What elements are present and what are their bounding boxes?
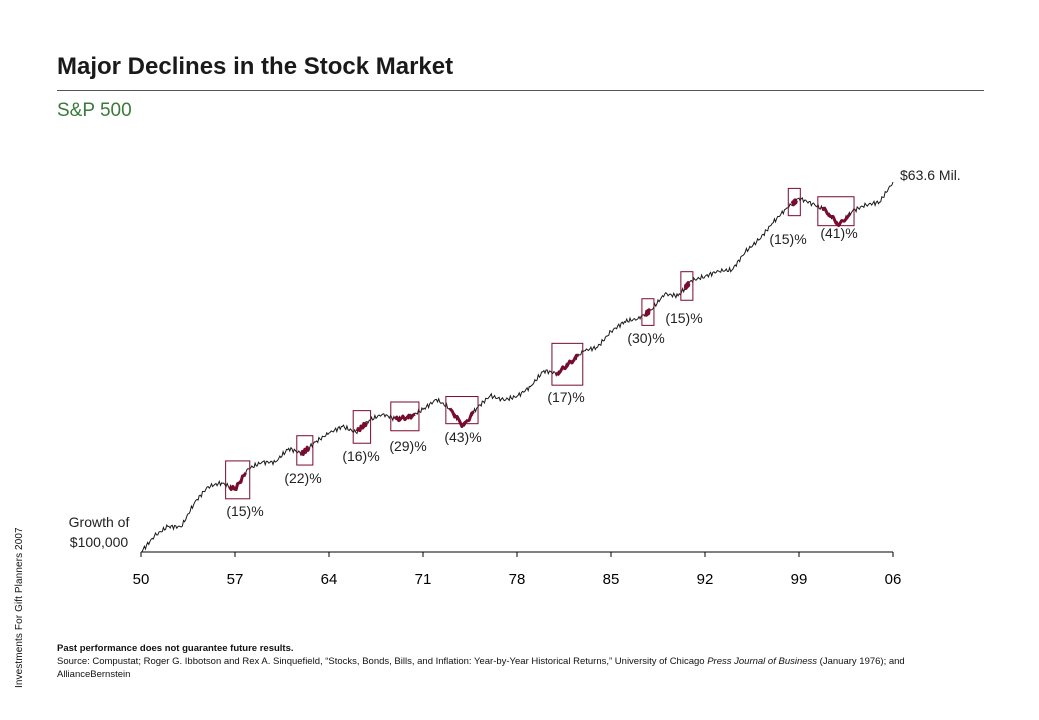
decline-box	[390, 401, 420, 432]
footer-disclaimer: Past performance does not guarantee futu…	[57, 643, 294, 654]
decline-label: (43)%	[444, 429, 481, 445]
sp500-series-line	[140, 181, 894, 553]
decline-segment	[555, 353, 579, 376]
decline-segment	[821, 206, 852, 227]
decline-label: (41)%	[820, 225, 857, 241]
chart-subtitle: S&P 500	[57, 100, 132, 121]
decline-label: (22)%	[284, 470, 321, 486]
decline-segment	[683, 281, 691, 290]
footer: Past performance does not guarantee futu…	[57, 642, 977, 681]
decline-segment	[790, 198, 798, 207]
x-tick-label: 64	[321, 571, 338, 588]
start-value-label: Growth of	[69, 514, 130, 530]
decline-box	[680, 271, 694, 301]
end-value-label: $63.6 Mil.	[900, 167, 961, 183]
decline-segment	[448, 407, 475, 428]
decline-box	[296, 435, 314, 466]
title-divider	[57, 90, 984, 91]
decline-box	[551, 342, 584, 386]
decline-segment	[300, 445, 311, 456]
x-tick-label: 85	[603, 571, 620, 588]
decline-box	[641, 298, 655, 326]
x-tick-label: 78	[509, 571, 526, 588]
x-tick-label: 92	[697, 571, 714, 588]
sp500-chart: 50 57 64 71 78 85 92 99 06 (15)% (22)% (16)% (29)% (4…	[69, 167, 961, 588]
decline-box	[817, 196, 855, 227]
start-value-amount: $100,000	[70, 534, 129, 550]
decline-box	[225, 460, 251, 500]
decline-segment	[644, 308, 651, 317]
page-title: Major Declines in the Stock Market	[57, 53, 454, 80]
x-tick-label: 99	[791, 571, 808, 588]
footer-source: Source: Compustat; Roger G. Ibbotson and…	[57, 655, 977, 681]
decline-label: (16)%	[342, 448, 379, 464]
decline-segment	[393, 412, 416, 423]
decline-label: (15)%	[226, 503, 263, 519]
x-tick-label: 71	[415, 571, 432, 588]
decline-label: (17)%	[547, 389, 584, 405]
decline-label: (15)%	[665, 310, 702, 326]
footer-source-text: Source: Compustat; Roger G. Ibbotson and…	[57, 656, 708, 667]
decline-segment	[355, 421, 369, 433]
x-tick-label: 50	[133, 571, 150, 588]
decline-label: (30)%	[627, 330, 664, 346]
decline-box	[787, 187, 801, 217]
x-tick-label: 06	[885, 571, 902, 588]
x-tick-label: 57	[227, 571, 244, 588]
decline-label: (29)%	[389, 438, 426, 454]
decline-segment	[228, 472, 247, 492]
footer-source-journal: Press Journal of Business	[707, 656, 818, 667]
decline-label: (15)%	[769, 231, 806, 247]
footer-source-text-end: (January 1976); and AllianceBernstein	[57, 656, 905, 680]
decline-box	[352, 410, 372, 444]
